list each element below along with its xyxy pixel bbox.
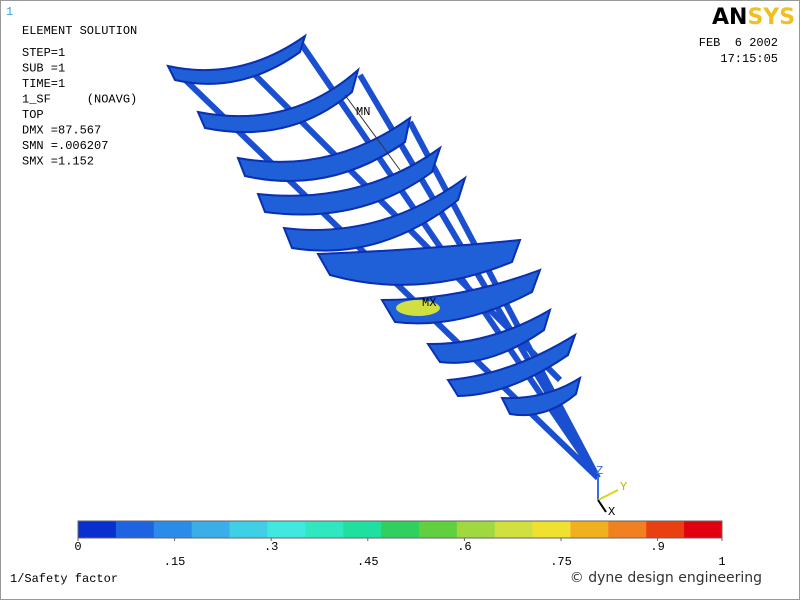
structure (166, 33, 601, 481)
legend-tick-label: 0 (74, 540, 81, 554)
min-label: MN (356, 105, 370, 119)
header-line: STEP=1 (22, 46, 65, 60)
time: 17:15:05 (720, 52, 778, 66)
legend-band (532, 521, 571, 538)
legend-tick-label: .75 (550, 555, 572, 569)
triad-y: Y (620, 480, 627, 494)
legend-band (78, 521, 117, 538)
rib (166, 33, 307, 85)
legend-band (191, 521, 231, 538)
legend-tick-label: .9 (650, 540, 664, 554)
triad-x: X (608, 505, 615, 519)
logo: ANSYS (712, 5, 795, 30)
header-line: DMX =87.567 (22, 124, 101, 138)
legend-border (77, 520, 723, 539)
legend-band (456, 521, 496, 538)
y-axis (597, 489, 619, 501)
min-leader (344, 94, 401, 171)
copyright: © dyne design engineering (570, 570, 762, 586)
header-line: TIME=1 (22, 77, 65, 91)
rib (196, 67, 360, 134)
legend-tick-label: .3 (264, 540, 278, 554)
triad (597, 476, 619, 513)
logo-dark: AN (712, 5, 747, 30)
hot-spot (396, 300, 440, 316)
legend-band (115, 521, 155, 538)
legend-band (267, 521, 306, 538)
legend-band (570, 521, 609, 538)
header-line: SMN =.006207 (22, 139, 108, 153)
date: FEB 6 2002 (699, 36, 778, 50)
logo-light: SYS (747, 5, 795, 30)
x-axis (597, 499, 607, 513)
legend-tick-label: .6 (457, 540, 471, 554)
rib (446, 332, 577, 398)
triad-z: Z (596, 464, 603, 478)
header-line: SUB =1 (22, 62, 65, 76)
legend-band (684, 521, 723, 538)
rib (316, 238, 522, 286)
legend-band (418, 521, 458, 538)
legend-tick-label: .45 (357, 555, 379, 569)
legend-title: 1/Safety factor (10, 572, 118, 586)
legend-band (646, 521, 685, 538)
legend-band (494, 521, 534, 538)
rib (282, 175, 467, 252)
header-title: ELEMENT SOLUTION (22, 24, 137, 38)
legend-band (608, 521, 647, 538)
legend-tick-label: 1 (718, 555, 725, 569)
legend-band (153, 521, 193, 538)
rib (500, 375, 582, 417)
header-line: SMX =1.152 (22, 155, 94, 169)
legend-band (343, 521, 382, 538)
legend-band (229, 521, 268, 538)
max-label: MX (422, 296, 436, 310)
rib (426, 307, 552, 364)
rib (256, 145, 442, 216)
header-line: 1_SF (NOAVG) (22, 93, 137, 107)
legend-band (305, 521, 344, 538)
window-number: 1 (6, 5, 13, 19)
header-line: TOP (22, 108, 44, 122)
legend-band (381, 521, 420, 538)
rib (236, 115, 412, 182)
legend-tick-label: .15 (164, 555, 186, 569)
legend: 0 .15 .3 .45 .6 .75 .9 1 (74, 520, 726, 569)
